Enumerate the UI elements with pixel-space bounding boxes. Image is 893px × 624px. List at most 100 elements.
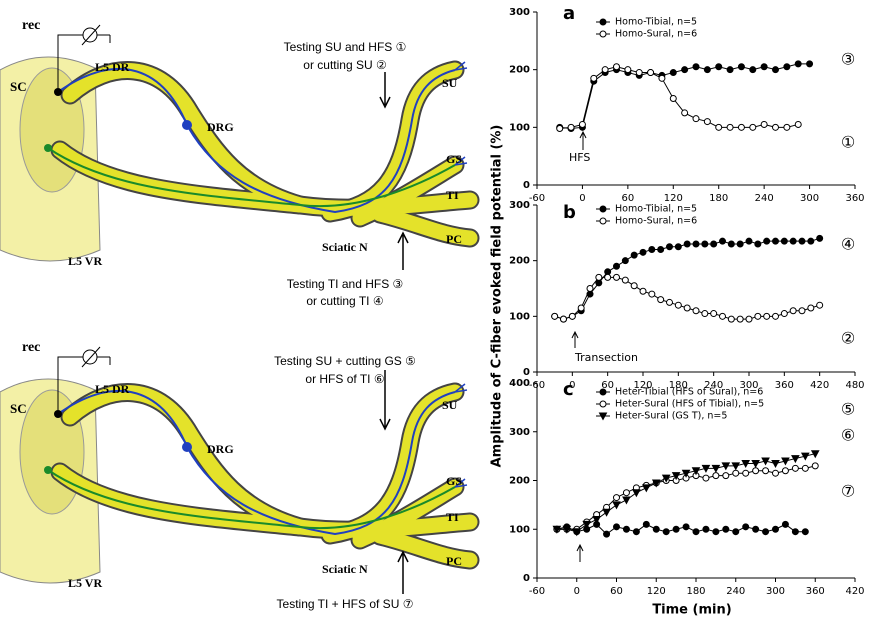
diagram-note: Testing TI and HFS ③	[287, 277, 404, 291]
data-point	[810, 450, 820, 459]
data-point	[783, 123, 791, 131]
data-point	[736, 240, 744, 248]
legend-marker	[599, 30, 607, 38]
data-point	[806, 60, 814, 68]
legend-marker	[599, 388, 607, 396]
data-point	[731, 462, 741, 471]
data-point	[648, 246, 656, 254]
data-point	[630, 251, 638, 259]
data-point	[801, 464, 809, 472]
x-tick-label: 240	[704, 380, 723, 391]
panel-label: b	[563, 202, 576, 223]
y-tick-label: 200	[509, 256, 530, 267]
nerve-diagram	[0, 25, 470, 261]
data-point	[672, 525, 680, 533]
data-point	[692, 307, 700, 315]
x-tick-label: 0	[569, 380, 575, 391]
diagram-label: SU	[442, 76, 458, 90]
data-point	[572, 528, 582, 537]
y-tick-label: 100	[509, 524, 530, 535]
series-line	[559, 66, 799, 129]
data-point	[722, 525, 730, 533]
data-point	[622, 525, 630, 533]
diagram-label: SC	[10, 401, 27, 416]
annotation-arrow	[571, 330, 579, 348]
annotation: ②	[841, 329, 855, 348]
x-tick-label: 180	[709, 193, 728, 204]
data-point	[762, 528, 770, 536]
data-point	[732, 469, 740, 477]
data-point	[760, 120, 768, 128]
data-point	[715, 123, 723, 131]
diagram-label: GS	[446, 152, 462, 166]
data-point	[702, 525, 710, 533]
data-point	[692, 115, 700, 123]
data-point	[772, 66, 779, 74]
panel-label: a	[563, 3, 575, 24]
data-point	[798, 237, 806, 245]
annotation-arrow	[579, 130, 587, 150]
data-point	[772, 312, 779, 320]
data-point	[604, 273, 612, 281]
annotation: Transection	[574, 351, 638, 364]
data-point	[722, 472, 730, 480]
data-point	[701, 240, 709, 248]
data-point	[624, 66, 632, 74]
data-point	[682, 523, 690, 531]
data-point	[578, 120, 586, 128]
diagram-label: GS	[446, 474, 462, 488]
series-line	[554, 276, 820, 320]
data-point	[772, 525, 779, 533]
x-axis-label: Time (min)	[652, 603, 731, 618]
data-point	[791, 528, 799, 536]
data-point	[577, 304, 585, 312]
annotation: ④	[841, 235, 855, 254]
data-point	[807, 304, 815, 312]
data-point	[772, 123, 779, 131]
data-point	[692, 63, 700, 71]
diagram-note: Testing TI + HFS of SU ⑦	[277, 597, 414, 611]
data-point	[666, 243, 673, 251]
data-point	[630, 282, 638, 290]
data-point	[789, 307, 797, 315]
data-point	[741, 459, 751, 468]
diagram-label: L5 DR	[95, 60, 130, 74]
data-point	[710, 240, 718, 248]
x-tick-label: 0	[574, 586, 580, 597]
nerve-diagram	[0, 347, 470, 583]
data-point	[595, 273, 603, 281]
data-point	[639, 248, 647, 256]
y-tick-label: 100	[509, 311, 530, 322]
diagram-label: Sciatic N	[322, 240, 368, 254]
y-tick-label: 200	[509, 476, 530, 487]
y-axis-label: Amplitude of C-fiber evoked field potent…	[490, 125, 505, 468]
data-point	[710, 310, 718, 318]
data-point	[621, 257, 629, 265]
data-point	[762, 467, 770, 475]
data-point	[781, 520, 789, 528]
data-point	[800, 452, 810, 461]
x-tick-label: 180	[669, 380, 688, 391]
x-tick-label: 480	[845, 380, 864, 391]
x-tick-label: 300	[766, 586, 785, 597]
arrow	[397, 231, 409, 270]
data-point	[671, 472, 681, 481]
data-point	[701, 464, 711, 473]
data-point	[772, 237, 779, 245]
data-point	[719, 312, 726, 320]
data-point	[681, 469, 691, 478]
data-point	[639, 287, 647, 295]
data-point	[613, 262, 620, 270]
data-point	[751, 459, 760, 468]
arrow	[379, 370, 391, 431]
data-point	[763, 237, 771, 245]
legend-label: Heter-Sural (GS T), n=5	[615, 411, 727, 422]
annotation: HFS	[569, 151, 590, 164]
data-point	[754, 240, 762, 248]
data-point	[681, 109, 689, 117]
data-point	[780, 310, 788, 318]
data-point	[648, 290, 656, 298]
diagram-label: L5 DR	[95, 382, 130, 396]
data-point	[712, 472, 720, 480]
